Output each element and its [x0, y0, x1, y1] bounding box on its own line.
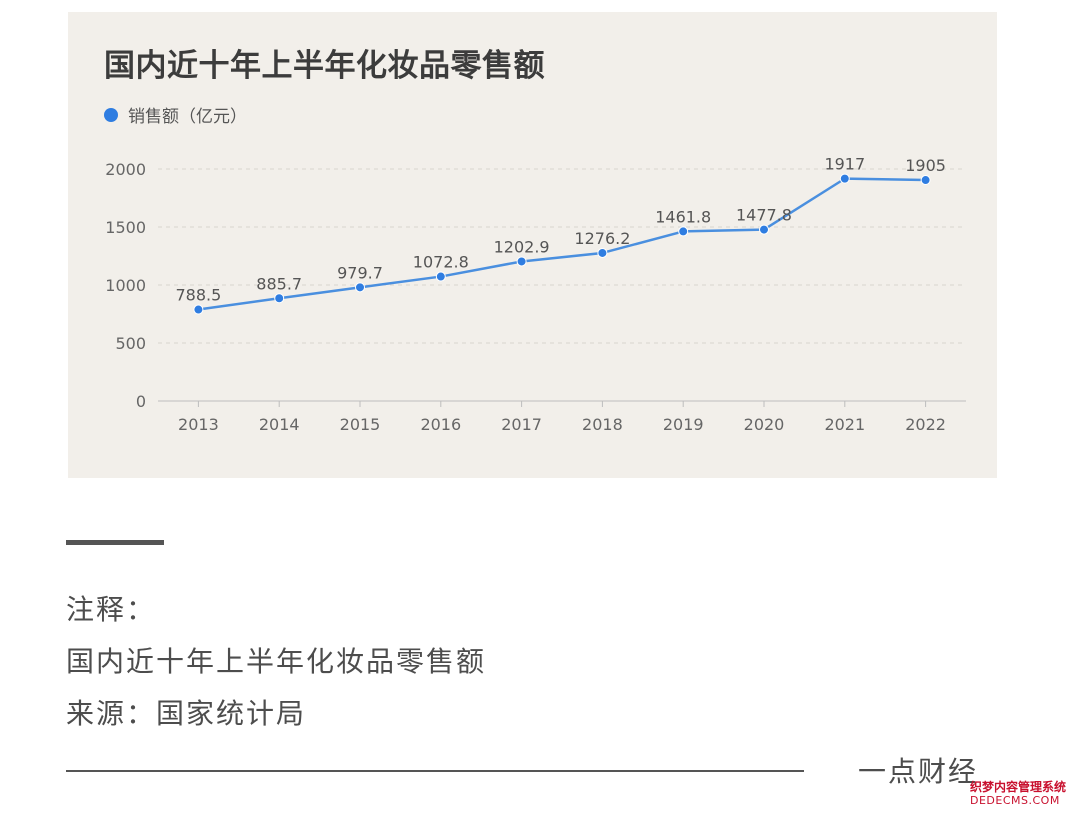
data-label: 1477.8 — [736, 206, 792, 225]
data-point — [274, 293, 285, 304]
data-label: 1905 — [905, 156, 946, 175]
y-tick-label: 1000 — [105, 276, 146, 295]
data-label: 885.7 — [256, 274, 302, 293]
x-tick-label: 2018 — [582, 415, 623, 434]
data-point — [759, 224, 769, 235]
watermark-title: 织梦内容管理系统 — [970, 780, 1067, 794]
note-heading: 注释： — [66, 593, 157, 626]
x-tick-label: 2021 — [824, 415, 865, 434]
data-label: 1276.2 — [574, 229, 630, 248]
chart-card: 国内近十年上半年化妆品零售额 销售额（亿元） 0 500 1000 1500 2000 2… — [68, 12, 997, 478]
data-point — [193, 304, 204, 315]
series-line — [198, 177, 926, 311]
data-label: 1461.8 — [655, 207, 711, 226]
x-tick-label: 2014 — [259, 415, 300, 434]
legend-label: 销售额（亿元） — [128, 107, 247, 127]
line-chart: 0 500 1000 1500 2000 2013 2014 2015 2016 2017 2018… — [105, 155, 966, 434]
data-label: 788.5 — [175, 286, 221, 305]
x-tick-label: 2017 — [501, 415, 542, 434]
watermark-url: DEDECMS.COM — [970, 794, 1060, 807]
data-label: 1917 — [824, 155, 865, 174]
legend-marker-icon — [104, 107, 118, 122]
data-label: 979.7 — [337, 263, 383, 282]
x-tick-label: 2020 — [744, 415, 785, 434]
data-point — [435, 271, 446, 282]
y-tick-label: 0 — [136, 392, 146, 411]
section-divider-thick — [66, 540, 164, 545]
brand-name: 一点财经 — [858, 755, 979, 788]
x-tick-label: 2015 — [340, 415, 381, 434]
x-tick-label: 2016 — [420, 415, 461, 434]
x-tick-label: 2019 — [663, 415, 704, 434]
data-label: 1072.8 — [413, 253, 469, 272]
note-source: 来源：国家统计局 — [66, 697, 307, 730]
x-tick-label: 2022 — [905, 415, 946, 434]
footer-divider — [66, 770, 804, 772]
note-description: 国内近十年上半年化妆品零售额 — [66, 645, 487, 678]
data-point — [597, 247, 608, 258]
y-tick-label: 2000 — [105, 160, 146, 179]
data-point — [920, 175, 931, 186]
y-tick-label: 1500 — [105, 218, 146, 237]
data-point — [678, 226, 689, 237]
y-tick-label: 500 — [115, 334, 146, 353]
data-point — [516, 256, 527, 267]
data-label: 1202.9 — [494, 237, 550, 256]
chart-title: 国内近十年上半年化妆品零售额 — [104, 48, 545, 84]
x-tick-label: 2013 — [178, 415, 219, 434]
chart-legend: 销售额（亿元） — [104, 102, 247, 127]
data-point — [839, 173, 850, 184]
data-point — [355, 282, 365, 293]
